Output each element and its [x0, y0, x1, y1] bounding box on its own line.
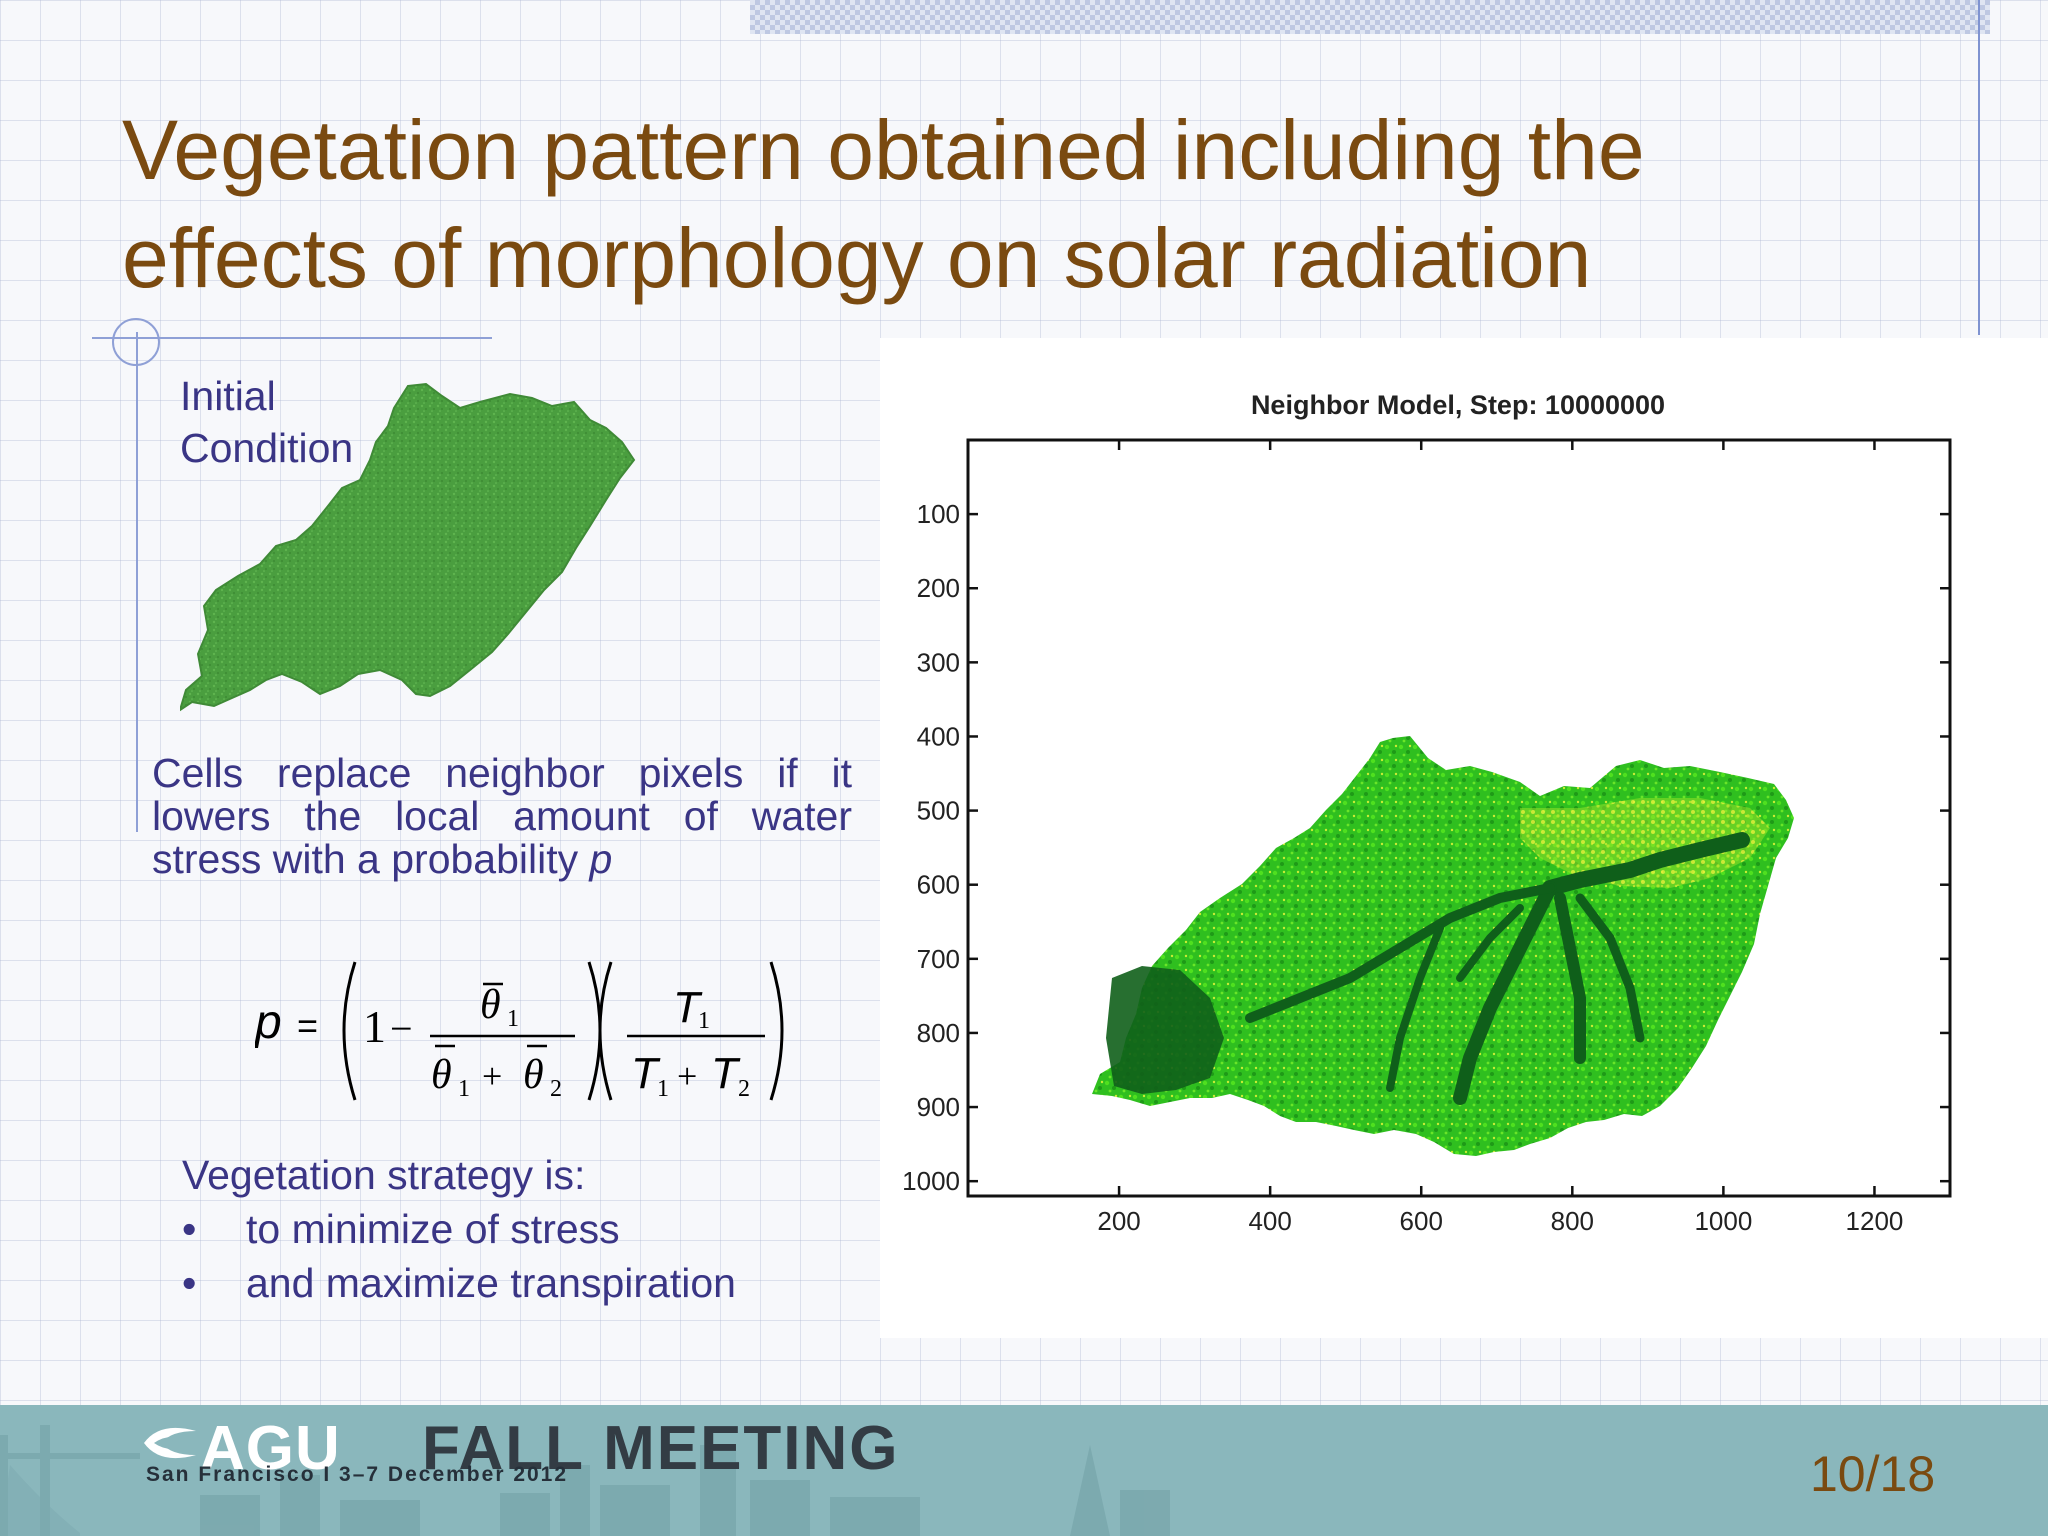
strategy-heading: Vegetation strategy is:	[182, 1152, 586, 1198]
x-tick-label: 800	[1551, 1206, 1594, 1236]
formula-theta-num: θ	[480, 982, 501, 1028]
bullet-glyph: •	[182, 1206, 197, 1252]
formula-sub-den-2: 2	[550, 1076, 562, 1102]
formula-lhs: p	[255, 996, 282, 1049]
y-tick-label: 600	[917, 870, 960, 900]
bullet-glyph: •	[182, 1260, 197, 1306]
dense-vegetation-zone	[1106, 966, 1224, 1094]
x-tick-label: 200	[1097, 1206, 1140, 1236]
y-tick-label: 800	[917, 1018, 960, 1048]
y-axis: 100 200 300 400 500 600 700 800 900 1000	[902, 499, 1950, 1196]
decorative-top-band	[750, 0, 1990, 34]
vegetation-strategy: Vegetation strategy is: • to minimize of…	[182, 1148, 736, 1310]
agu-wordmark: AGU	[200, 1414, 341, 1483]
plot-area: 200 400 600 800 1000 1200 100 200 300 400 500 600 7…	[902, 438, 1952, 1236]
vegetation-heatmap-chart: Neighbor Model, Step: 10000000 200 400 60	[902, 390, 1952, 1236]
rule-description: Cells replace neighbor pixels if it lowe…	[152, 752, 852, 881]
formula-plus-1: +	[482, 1056, 502, 1096]
y-tick-label: 200	[917, 573, 960, 603]
formula-T-sub-den-1: 1	[657, 1076, 669, 1102]
title-line-2: effects of morphology on solar radiation	[122, 211, 1592, 305]
y-tick-label: 500	[917, 796, 960, 826]
meeting-location-date: San Francisco I 3–7 December 2012	[146, 1463, 569, 1486]
probability-formula: p = 1 − θ 1 θ 1 + θ 2 T 1 T 1 + T 2	[255, 961, 784, 1102]
formula-plus-2: +	[677, 1056, 697, 1096]
channel-network	[1245, 832, 1750, 1105]
bullet-item: • to minimize of stress	[182, 1202, 736, 1256]
chart-panel: Neighbor Model, Step: 10000000 200 400 60	[880, 338, 2048, 1338]
formula-sub-num: 1	[507, 1006, 519, 1032]
initial-label-line-2: Condition	[180, 425, 354, 471]
y-tick-label: 1000	[902, 1166, 960, 1196]
formula-T-num: T	[673, 983, 703, 1032]
initial-condition-label: Initial Condition	[180, 370, 353, 474]
initial-label-line-1: Initial	[180, 373, 276, 419]
formula-T-den-1: T	[631, 1049, 661, 1098]
footer-banner: AGU FALL MEETING San Francisco I 3–7 Dec…	[0, 1405, 2048, 1536]
page-number: 10/18	[1810, 1446, 1936, 1502]
formula-sub-den-1: 1	[458, 1076, 470, 1102]
x-tick-label: 400	[1248, 1206, 1291, 1236]
formula-theta-den-1: θ	[431, 1052, 452, 1098]
x-tick-label: 1000	[1694, 1206, 1752, 1236]
bullet-item: • and maximize transpiration	[182, 1256, 736, 1310]
x-tick-label: 600	[1400, 1206, 1443, 1236]
fall-meeting-wordmark: FALL MEETING	[422, 1414, 900, 1483]
vegetation-map	[1092, 736, 1794, 1156]
formula-one: 1	[363, 1001, 386, 1052]
formula-T-sub-den-2: 2	[738, 1076, 750, 1102]
decorative-line	[92, 337, 492, 339]
decorative-line	[1978, 0, 1980, 335]
x-tick-label: 1200	[1846, 1206, 1904, 1236]
x-axis: 200 400 600 800 1000 1200	[1097, 440, 1903, 1236]
decorative-circle	[112, 318, 160, 366]
y-tick-label: 900	[917, 1092, 960, 1122]
rule-variable: p	[589, 836, 613, 882]
rule-text: Cells replace neighbor pixels if it lowe…	[152, 750, 852, 882]
slide-title: Vegetation pattern obtained including th…	[122, 96, 1922, 312]
formula-T-den-2: T	[711, 1049, 741, 1098]
formula-T-sub-num: 1	[698, 1008, 710, 1034]
formula-minus: −	[390, 1006, 413, 1051]
sparse-vegetation-zone	[1520, 798, 1770, 888]
agu-swirl-icon	[144, 1427, 196, 1459]
y-tick-label: 100	[917, 499, 960, 529]
bullet-text: and maximize transpiration	[246, 1260, 736, 1306]
initial-condition-map	[180, 382, 636, 712]
bullet-text: to minimize of stress	[246, 1206, 620, 1252]
y-tick-label: 400	[917, 721, 960, 751]
formula-theta-den-2: θ	[523, 1052, 544, 1098]
y-tick-label: 300	[917, 647, 960, 677]
city-skyline-graphic	[0, 1425, 1170, 1536]
formula-equals: =	[297, 1005, 318, 1046]
chart-title: Neighbor Model, Step: 10000000	[1251, 390, 1665, 420]
title-line-1: Vegetation pattern obtained including th…	[122, 103, 1645, 197]
y-tick-label: 700	[917, 944, 960, 974]
decorative-line	[136, 332, 138, 832]
